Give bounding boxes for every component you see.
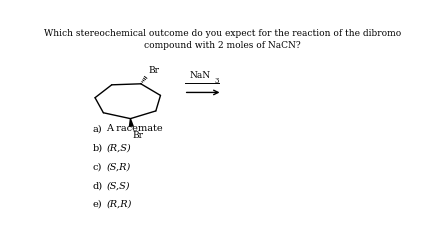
Text: Br: Br xyxy=(148,66,159,75)
Text: compound with 2 moles of NaCN?: compound with 2 moles of NaCN? xyxy=(144,41,301,50)
Text: b): b) xyxy=(93,143,103,152)
Text: NaN: NaN xyxy=(190,71,211,80)
Text: Which stereochemical outcome do you expect for the reaction of the dibromo: Which stereochemical outcome do you expe… xyxy=(44,29,401,38)
Text: (S,R): (S,R) xyxy=(106,162,131,171)
Text: (R,R): (R,R) xyxy=(106,199,132,208)
Text: 3: 3 xyxy=(215,77,219,85)
Text: c): c) xyxy=(93,162,102,171)
Text: Br: Br xyxy=(132,131,143,140)
Text: e): e) xyxy=(93,199,102,208)
Text: (R,S): (R,S) xyxy=(106,143,131,152)
Polygon shape xyxy=(129,119,134,127)
Text: A racemate: A racemate xyxy=(106,124,163,133)
Text: d): d) xyxy=(93,181,103,190)
Text: (S,S): (S,S) xyxy=(106,181,130,190)
Text: a): a) xyxy=(93,124,102,133)
